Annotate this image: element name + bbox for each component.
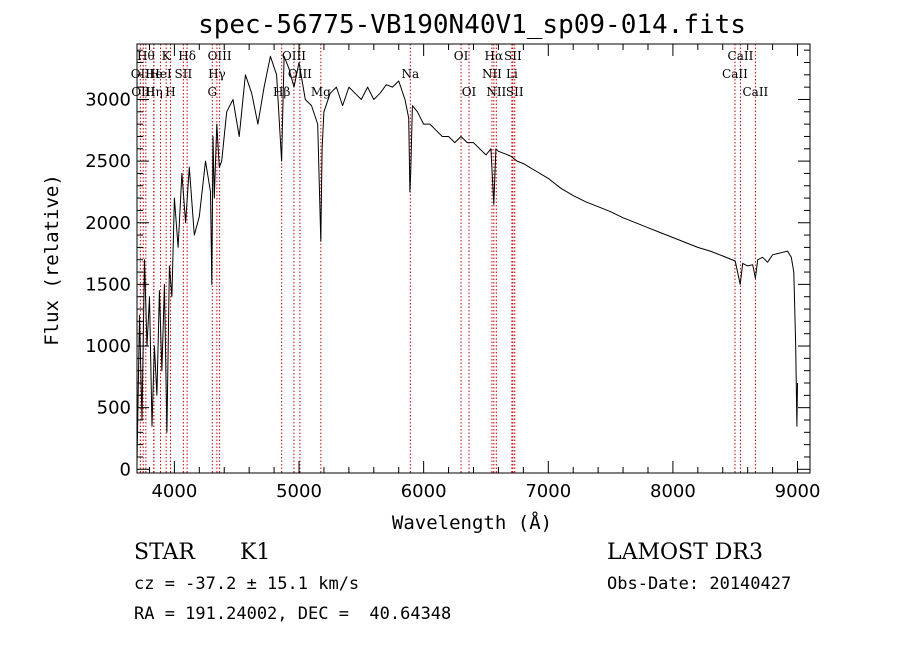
spectral-line-label: He: [145, 67, 163, 81]
spectral-line-labels: OIIOIIIHθHeHηHeIKHSIIHδGHγOIIIHβOIIIOIII…: [131, 49, 769, 99]
spectral-line-label: OI: [454, 49, 469, 63]
x-tick-label: 8000: [650, 481, 696, 502]
spectral-line-label: Na: [401, 67, 419, 81]
survey-name: LAMOST DR3: [607, 540, 763, 565]
x-tick-label: 9000: [775, 481, 821, 502]
spectral-line-label: OIII: [282, 49, 306, 63]
spectral-line-label: OIII: [131, 85, 155, 99]
spectral-line-label: Hβ: [273, 85, 290, 99]
x-tick-label: 5000: [276, 481, 322, 502]
chart-title: spec-56775-VB190N40V1_sp09-014.fits: [198, 10, 746, 40]
spectral-line-label: NII: [482, 67, 502, 81]
x-axis-label: Wavelength (Å): [392, 511, 552, 534]
spectral-line-label: Hη: [145, 85, 163, 99]
object-class: STAR: [134, 540, 195, 565]
spectral-line-label: OI: [462, 85, 477, 99]
sky-coordinates: RA = 191.24002, DEC = 40.64348: [134, 604, 452, 624]
spectrum-line-flux: [136, 55, 798, 464]
y-tick-label: 1000: [85, 336, 131, 357]
spectral-line-label: CaII: [742, 85, 768, 99]
spectral-line-label: CaII: [722, 67, 748, 81]
spectral-line-label: NII: [486, 85, 506, 99]
y-axis-label: Flux (relative): [41, 174, 63, 346]
y-tick-label: 1500: [85, 274, 131, 295]
spectral-line-label: Mg: [311, 85, 331, 99]
spectral-line-label: H: [165, 85, 175, 99]
y-tick-label: 3000: [85, 89, 131, 110]
plot-frame: [136, 43, 811, 474]
spectral-line-label: Hδ: [178, 49, 196, 63]
x-tick-label: 6000: [401, 481, 447, 502]
spectral-line-label: SII: [504, 49, 522, 63]
observation-date: Obs-Date: 20140427: [607, 574, 792, 594]
x-tick-label: 4000: [151, 481, 197, 502]
y-tick-label: 500: [97, 398, 131, 419]
x-tick-label: 7000: [525, 481, 571, 502]
spectral-line-markers: [139, 44, 756, 473]
spectral-line-label: Hθ: [137, 49, 155, 63]
spectral-line-label: Hα: [485, 49, 504, 63]
y-tick-label: 0: [120, 459, 131, 480]
spectral-line-label: K: [162, 49, 172, 63]
y-tick-label: 2500: [85, 151, 131, 172]
spectral-line-label: HeI: [149, 67, 172, 81]
spectral-line-label: Hγ: [208, 67, 226, 81]
spectral-line-label: OIII: [208, 49, 232, 63]
spectral-line-label: CaII: [728, 49, 754, 63]
spectral-line-label: G: [207, 85, 217, 99]
spectrum-series: [136, 55, 798, 464]
spectral-line-label: SII: [175, 67, 193, 81]
spectral-line-label: OII: [131, 67, 151, 81]
object-subclass: K1: [240, 540, 271, 565]
spectral-line-label: Li: [506, 67, 518, 81]
y-tick-label: 2000: [85, 213, 131, 234]
spectral-line-label: OIII: [288, 67, 312, 81]
plot-axes: 4000 5000 6000 7000 8000 9000 0 500 1000 1500 2000…: [85, 43, 821, 502]
redshift-value: cz = -37.2 ± 15.1 km/s: [134, 574, 360, 594]
spectral-line-label: SII: [506, 85, 524, 99]
